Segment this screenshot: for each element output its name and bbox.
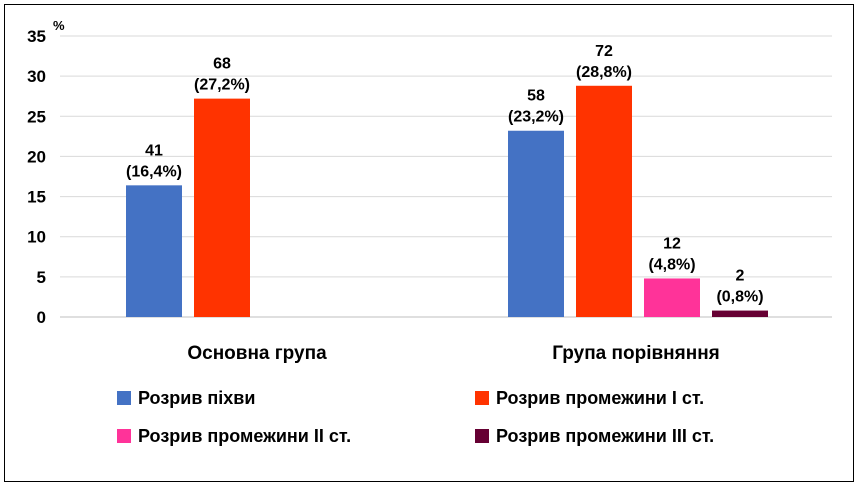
data-label-percent: (28,8%) [576,64,632,81]
legend-swatch [117,429,131,443]
bar [126,185,182,317]
data-label-count: 72 [595,43,613,60]
y-tick-label: 35 [27,27,46,46]
data-label-percent: (16,4%) [126,163,182,180]
y-tick-label: 20 [27,147,46,166]
bar [644,278,700,317]
bar [712,310,768,317]
data-label-percent: (4,8%) [648,256,695,273]
y-tick-label: 15 [27,188,46,207]
legend-label: Розрив промежини ІІ ст. [138,426,351,446]
y-tick-label: 0 [37,308,46,327]
legend-swatch [475,391,489,405]
legend-label: Розрив промежини І ст. [496,388,704,408]
y-tick-label: 30 [27,67,46,86]
data-label-count: 12 [663,235,681,252]
y-unit-label: % [53,18,65,33]
data-label-percent: (23,2%) [508,109,564,126]
category-label: Група порівняння [552,343,720,364]
y-tick-label: 10 [27,228,46,247]
data-label-count: 58 [527,88,545,105]
y-tick-label: 5 [37,268,46,287]
y-tick-label: 25 [27,107,46,126]
data-label-percent: (0,8%) [716,289,763,306]
legend-swatch [475,429,489,443]
legend-swatch [117,391,131,405]
data-label-count: 68 [213,56,231,73]
legend-label: Розрив промежини ІІІ ст. [496,426,714,446]
legend-label: Розрив піхви [138,388,255,408]
data-label-percent: (27,2%) [194,77,250,94]
bar [508,130,564,317]
bar [194,98,250,317]
data-label-count: 2 [736,268,745,285]
data-label-count: 41 [145,142,163,159]
category-label: Основна група [187,343,327,364]
bar [576,85,632,317]
